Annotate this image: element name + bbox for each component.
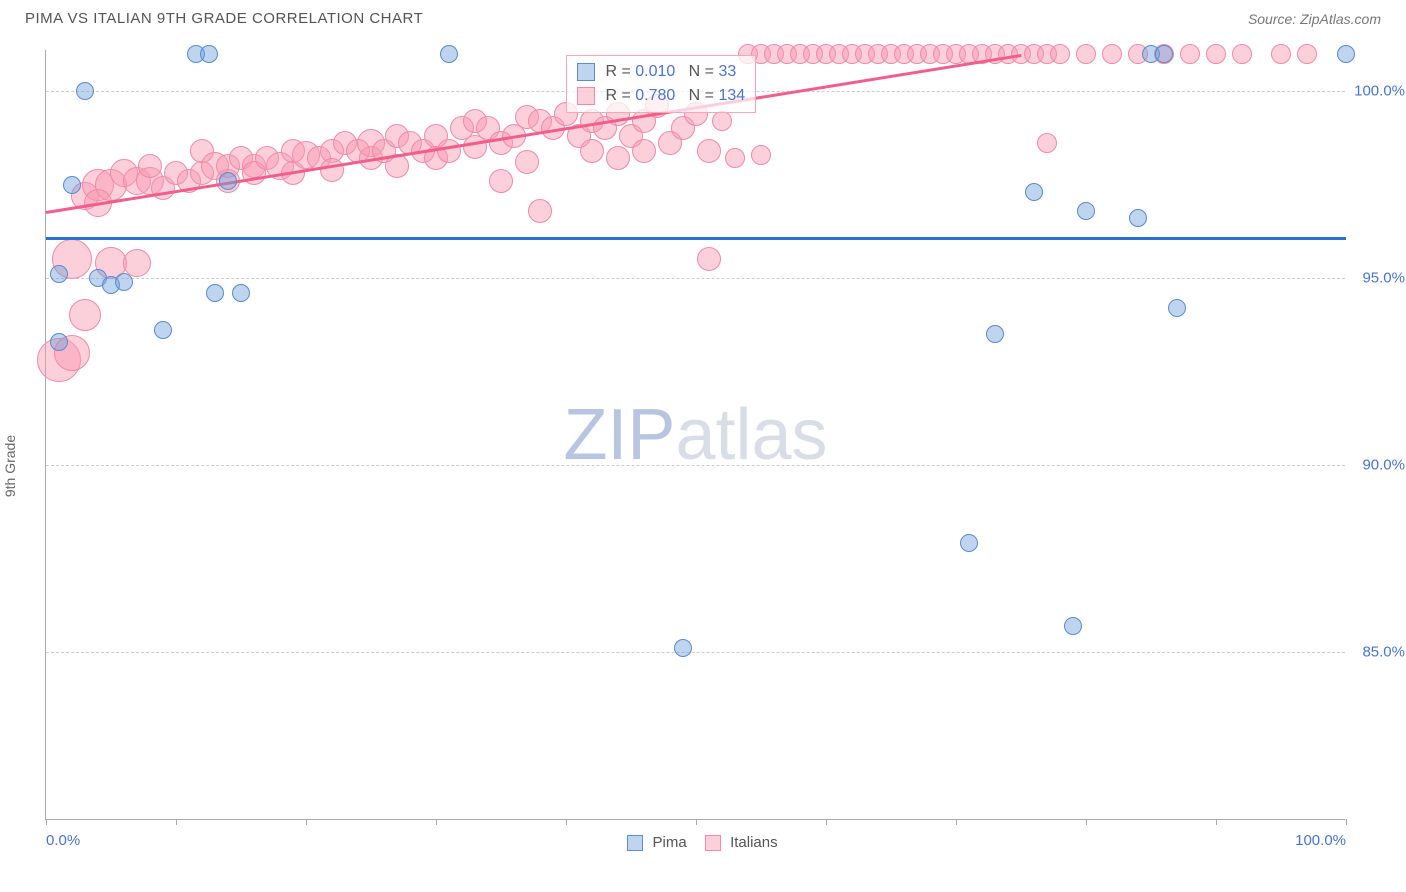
point-pima xyxy=(200,45,218,63)
point-italians xyxy=(1180,44,1200,64)
legend-n-value-pima: 33 xyxy=(718,63,736,80)
xtick xyxy=(1346,819,1347,825)
point-pima xyxy=(50,333,68,351)
point-pima xyxy=(674,639,692,657)
point-pima xyxy=(50,265,68,283)
point-pima xyxy=(960,534,978,552)
legend-n-label: N = xyxy=(689,63,714,80)
ytick-label: 95.0% xyxy=(1350,270,1405,287)
y-axis-label: 9th Grade xyxy=(2,435,18,497)
legend-r-label: R = xyxy=(605,63,630,80)
xlegend-label-italians: Italians xyxy=(730,834,778,851)
xlegend-swatch-pima xyxy=(627,835,643,851)
xtick xyxy=(436,819,437,825)
legend-row-italians: R = 0.780 N = 134 xyxy=(577,84,745,108)
point-italians xyxy=(1297,44,1317,64)
point-italians xyxy=(632,139,656,163)
point-pima xyxy=(1129,209,1147,227)
legend-swatch-pima xyxy=(577,63,595,81)
point-pima xyxy=(1155,45,1173,63)
watermark: ZIPatlas xyxy=(563,394,827,476)
xtick xyxy=(306,819,307,825)
watermark-part2: atlas xyxy=(675,395,827,475)
point-italians xyxy=(697,139,721,163)
chart-container: 9th Grade ZIPatlas Pima Italians 85.0%90… xyxy=(0,40,1406,892)
point-pima xyxy=(1168,299,1186,317)
point-pima xyxy=(63,176,81,194)
xlegend-swatch-italians xyxy=(705,835,721,851)
point-pima xyxy=(1064,617,1082,635)
point-italians xyxy=(69,299,101,331)
point-pima xyxy=(1077,202,1095,220)
gridline-h xyxy=(46,278,1345,279)
point-pima xyxy=(986,325,1004,343)
point-pima xyxy=(1025,183,1043,201)
point-italians xyxy=(606,146,630,170)
source-label: Source: ZipAtlas.com xyxy=(1248,11,1381,27)
point-pima xyxy=(1337,45,1355,63)
point-italians xyxy=(1271,44,1291,64)
point-italians xyxy=(1037,133,1057,153)
xtick xyxy=(696,819,697,825)
point-italians xyxy=(489,169,513,193)
plot-area: ZIPatlas Pima Italians 85.0%90.0%95.0%10… xyxy=(45,50,1345,820)
xtick xyxy=(566,819,567,825)
point-pima xyxy=(115,273,133,291)
xtick-label: 100.0% xyxy=(1295,832,1346,849)
xlegend-label-pima: Pima xyxy=(653,834,687,851)
point-pima xyxy=(76,82,94,100)
xtick xyxy=(1086,819,1087,825)
point-italians xyxy=(1232,44,1252,64)
legend-n-label: N = xyxy=(689,87,714,104)
point-italians xyxy=(697,247,721,271)
point-pima xyxy=(206,284,224,302)
point-italians xyxy=(1206,44,1226,64)
ytick-label: 90.0% xyxy=(1350,456,1405,473)
trendline-italians xyxy=(46,54,1021,214)
legend-r-value-italians: 0.780 xyxy=(635,87,675,104)
point-pima xyxy=(154,321,172,339)
point-italians xyxy=(712,111,732,131)
legend-n-value-italians: 134 xyxy=(718,87,745,104)
chart-title: PIMA VS ITALIAN 9TH GRADE CORRELATION CH… xyxy=(25,10,423,27)
xtick xyxy=(46,819,47,825)
xtick xyxy=(176,819,177,825)
point-italians xyxy=(751,145,771,165)
point-italians xyxy=(1076,44,1096,64)
legend-r-label: R = xyxy=(605,87,630,104)
point-italians xyxy=(515,150,539,174)
trendline-pima xyxy=(46,237,1346,240)
point-italians xyxy=(138,154,162,178)
xtick xyxy=(956,819,957,825)
legend-swatch-italians xyxy=(577,87,595,105)
point-italians xyxy=(1102,44,1122,64)
legend-r-value-pima: 0.010 xyxy=(635,63,675,80)
point-italians xyxy=(1050,44,1070,64)
xtick xyxy=(826,819,827,825)
point-italians xyxy=(437,139,461,163)
ytick-label: 85.0% xyxy=(1350,643,1405,660)
point-pima xyxy=(219,172,237,190)
point-italians xyxy=(528,199,552,223)
point-italians xyxy=(320,158,344,182)
x-legend: Pima Italians xyxy=(46,834,1345,851)
xtick-label: 0.0% xyxy=(46,832,80,849)
point-italians xyxy=(725,148,745,168)
watermark-part1: ZIP xyxy=(563,395,675,475)
gridline-h xyxy=(46,465,1345,466)
point-italians xyxy=(580,139,604,163)
legend-box: R = 0.010 N = 33 R = 0.780 N = 134 xyxy=(566,55,756,113)
gridline-h xyxy=(46,652,1345,653)
point-pima xyxy=(232,284,250,302)
legend-row-pima: R = 0.010 N = 33 xyxy=(577,60,745,84)
point-pima xyxy=(440,45,458,63)
ytick-label: 100.0% xyxy=(1350,83,1405,100)
xtick xyxy=(1216,819,1217,825)
